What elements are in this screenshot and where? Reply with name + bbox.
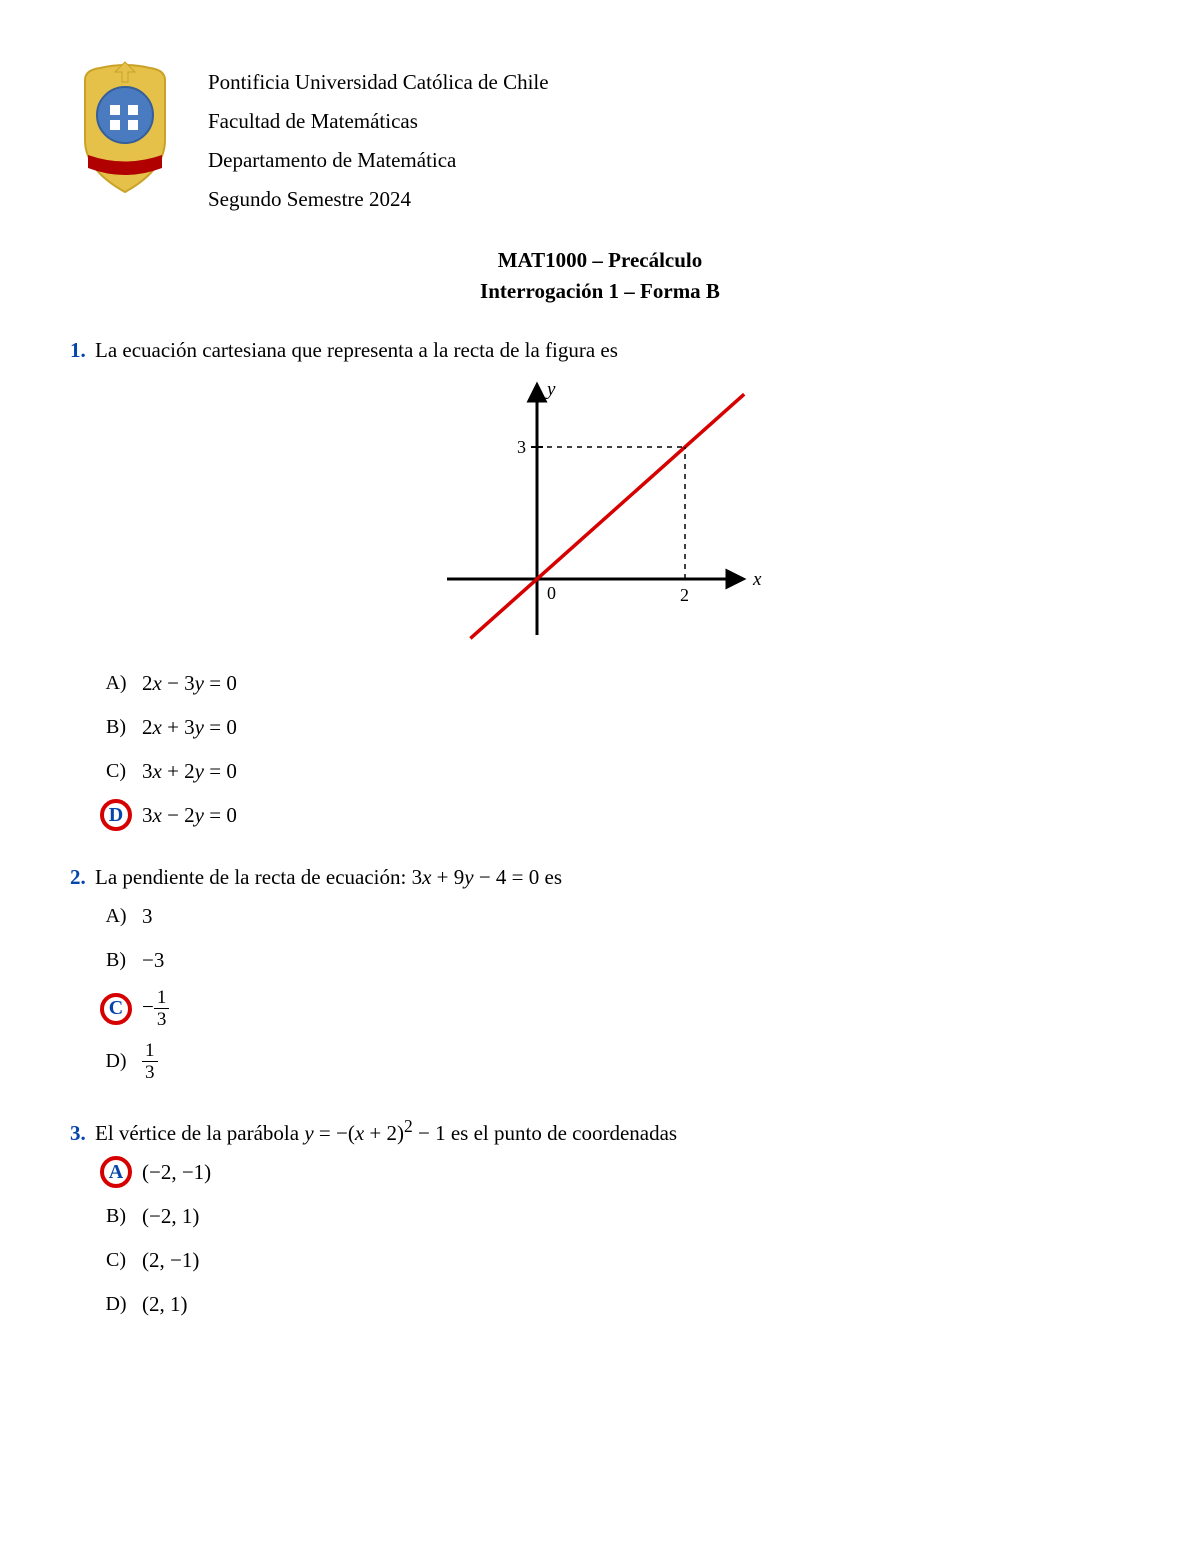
document-title: MAT1000 – Precálculo Interrogación 1 – F…: [70, 248, 1130, 304]
document-header: Pontificia Universidad Católica de Chile…: [70, 60, 1130, 212]
option-letter: A): [100, 900, 132, 932]
option-row: B) 2x + 3y = 0: [100, 711, 1130, 743]
question-3-options: A (−2, −1) B) (−2, 1) C) (2, −1) D) (2, 1): [70, 1156, 1130, 1320]
option-body: 3x + 2y = 0: [142, 759, 237, 784]
university-logo: [70, 60, 180, 200]
x-axis-label: x: [752, 569, 762, 590]
figure-1-wrap: 0 2 3 x y: [70, 373, 1130, 653]
option-body: (2, −1): [142, 1248, 199, 1273]
option-body: (−2, 1): [142, 1204, 199, 1229]
question-1-options: A) 2x − 3y = 0 B) 2x + 3y = 0 C) 3x + 2y = 0 D…: [70, 667, 1130, 831]
option-body: 3: [142, 904, 153, 929]
option-letter: C): [100, 755, 132, 787]
question-3: 3. El vértice de la parábola y = −(x + 2…: [70, 1116, 1130, 1320]
y-tick-label: 3: [517, 437, 526, 457]
option-row: C) (2, −1): [100, 1244, 1130, 1276]
option-body: 13: [142, 1041, 158, 1082]
exam-title: Interrogación 1 – Forma B: [70, 279, 1130, 304]
question-number: 3.: [70, 1121, 86, 1145]
department-name: Departamento de Matemática: [208, 148, 549, 173]
figure-1-graph: 0 2 3 x y: [435, 373, 765, 653]
question-body: La ecuación cartesiana que representa a …: [95, 338, 618, 362]
option-body: 2x − 3y = 0: [142, 671, 237, 696]
course-title: MAT1000 – Precálculo: [70, 248, 1130, 273]
university-name: Pontificia Universidad Católica de Chile: [208, 70, 549, 95]
option-row: A) 2x − 3y = 0: [100, 667, 1130, 699]
question-2: 2. La pendiente de la recta de ecuación:…: [70, 865, 1130, 1082]
option-row: A (−2, −1): [100, 1156, 1130, 1188]
option-body: 3x − 2y = 0: [142, 803, 237, 828]
option-body: (−2, −1): [142, 1160, 211, 1185]
question-number: 1.: [70, 338, 86, 362]
option-letter: B): [100, 711, 132, 743]
question-number: 2.: [70, 865, 86, 889]
x-tick-label: 2: [680, 585, 689, 605]
option-letter: A): [100, 667, 132, 699]
option-letter: B): [100, 1200, 132, 1232]
option-body: 2x + 3y = 0: [142, 715, 237, 740]
option-letter: C: [100, 993, 132, 1025]
question-1: 1. La ecuación cartesiana que representa…: [70, 338, 1130, 831]
option-row: D) (2, 1): [100, 1288, 1130, 1320]
option-row: B) (−2, 1): [100, 1200, 1130, 1232]
option-row: A) 3: [100, 900, 1130, 932]
option-row: C) 3x + 2y = 0: [100, 755, 1130, 787]
option-row: B) −3: [100, 944, 1130, 976]
option-body: −3: [142, 948, 164, 973]
option-row: C −13: [100, 988, 1130, 1029]
question-1-text: 1. La ecuación cartesiana que representa…: [70, 338, 1130, 363]
option-letter: A: [100, 1156, 132, 1188]
option-row: D) 13: [100, 1041, 1130, 1082]
question-2-text: 2. La pendiente de la recta de ecuación:…: [70, 865, 1130, 890]
question-body: La pendiente de la recta de ecuación: 3x…: [95, 865, 562, 889]
faculty-name: Facultad de Matemáticas: [208, 109, 549, 134]
option-row: D 3x − 2y = 0: [100, 799, 1130, 831]
inner-circle-icon: [97, 87, 153, 143]
option-letter: D): [100, 1288, 132, 1320]
question-body: El vértice de la parábola y = −(x + 2)2 …: [95, 1121, 677, 1145]
question-2-options: A) 3 B) −3 C −13 D) 13: [70, 900, 1130, 1082]
option-letter: D): [100, 1046, 132, 1078]
question-3-text: 3. El vértice de la parábola y = −(x + 2…: [70, 1116, 1130, 1146]
plot-line: [470, 394, 744, 638]
option-body: (2, 1): [142, 1292, 188, 1317]
option-letter: D: [100, 799, 132, 831]
y-axis-label: y: [545, 379, 556, 400]
semester-label: Segundo Semestre 2024: [208, 187, 549, 212]
option-letter: C): [100, 1244, 132, 1276]
option-body: −13: [142, 988, 169, 1029]
header-text-block: Pontificia Universidad Católica de Chile…: [208, 60, 549, 212]
option-letter: B): [100, 944, 132, 976]
origin-label: 0: [547, 583, 556, 603]
